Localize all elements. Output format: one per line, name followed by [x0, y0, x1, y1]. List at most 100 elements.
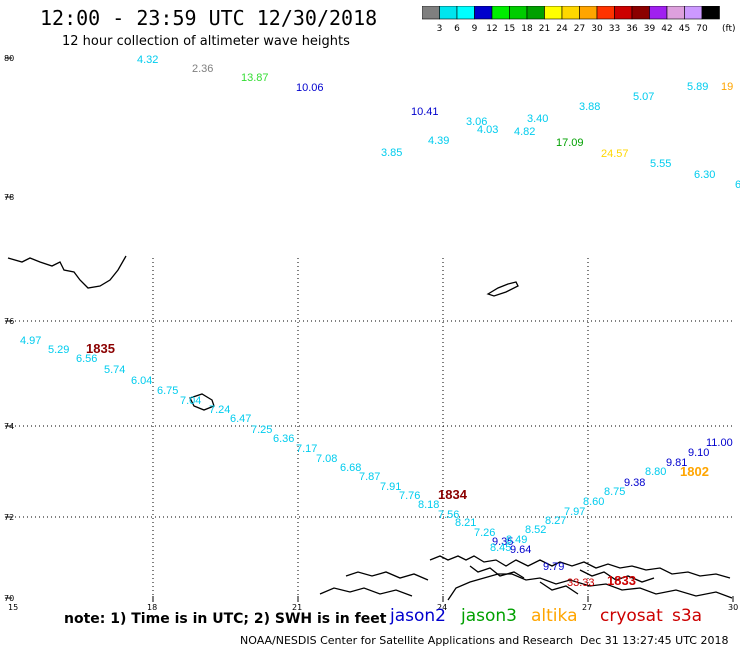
- map-subtitle: 12 hour collection of altimeter wave hei…: [62, 34, 350, 49]
- x-tick-label: 18: [147, 603, 157, 612]
- wave-height-label: 8.45: [490, 542, 511, 554]
- satellite-legend-jason2: jason2: [390, 606, 446, 626]
- legend-unit-label: (ft): [722, 24, 736, 34]
- wave-height-label: 8.52: [525, 524, 546, 536]
- wave-height-label: 9.38: [624, 477, 645, 489]
- wave-height-label: 7.04: [180, 395, 201, 407]
- legend-tick-label: 33: [609, 24, 620, 34]
- wave-height-label: 4.82: [514, 126, 535, 138]
- wave-height-label: 4.39: [428, 135, 449, 147]
- wave-height-label: 4.32: [137, 54, 158, 66]
- legend-tick-label: 30: [591, 24, 603, 34]
- x-tick-label: 15: [8, 603, 18, 612]
- greenland-coast: [7, 255, 127, 289]
- wave-height-label: 6.30: [694, 169, 715, 181]
- wave-height-label: 11.00: [706, 437, 733, 449]
- wave-height-label: 8.60: [583, 496, 604, 508]
- wave-height-label: 3.88: [579, 101, 600, 113]
- x-tick-label: 24: [437, 603, 447, 612]
- wave-height-label: 10.06: [296, 82, 324, 94]
- satellite-legend-altika: altika: [531, 606, 578, 626]
- wave-height-label: 3.85: [381, 147, 402, 159]
- wave-height-label: 8.75: [604, 486, 625, 498]
- generation-timestamp: Dec 31 13:27:45 UTC 2018: [580, 634, 729, 647]
- legend-tick-label: 18: [521, 24, 533, 34]
- wave-height-observations: 4.32 2.36 13.87 10.06 10.41 3.064.03 3.404.82 3…: [20, 54, 740, 589]
- legend-tick-label: 9: [472, 24, 478, 34]
- y-tick-label: 78: [4, 193, 14, 202]
- grid-lines: [15, 258, 735, 600]
- legend-tick-label: 39: [644, 24, 656, 34]
- legend-tick-label: 42: [661, 24, 672, 34]
- wave-height-label: 19: [721, 81, 733, 93]
- wave-height-label: 4.03: [477, 124, 498, 136]
- legend-tick-label: 24: [556, 24, 568, 34]
- scandinavia-coast: [429, 555, 731, 579]
- y-tick-label: 80: [4, 54, 14, 63]
- wave-height-label: 5.55: [650, 158, 671, 170]
- wave-height-label: 7.08: [316, 453, 337, 465]
- wave-height-label: 7.17: [296, 443, 317, 455]
- wave-height-label: 7.56: [438, 509, 459, 521]
- satellite-legend-jason3: jason3: [461, 606, 517, 626]
- map-title: 12:00 - 23:59 UTC 12/30/2018: [40, 6, 378, 30]
- wave-height-label: 5.07: [633, 91, 654, 103]
- wave-height-label: 6.36: [273, 433, 294, 445]
- wave-height-label: 10.41: [411, 106, 439, 118]
- wave-height-label: 5.29: [48, 344, 69, 356]
- fjord-detail-2: [579, 569, 655, 583]
- fjord-detail-5: [319, 587, 413, 597]
- wave-height-label: 6.68: [340, 462, 361, 474]
- wave-height-label: 3.06: [466, 116, 487, 128]
- y-tick-label: 70: [4, 594, 14, 603]
- wave-height-label: 8.18: [418, 499, 439, 511]
- wave-height-label: 3.40: [527, 113, 548, 125]
- y-tick-label: 76: [4, 317, 14, 326]
- wave-height-label: 9.35: [492, 536, 513, 548]
- y-tick-label: 72: [4, 513, 14, 522]
- legend-tick-label: 21: [539, 24, 550, 34]
- wave-height-label: 9.81: [666, 457, 687, 469]
- wave-height-label: 7.97: [564, 506, 585, 518]
- wave-height-label: 33.33: [567, 577, 595, 589]
- wave-height-label: 2.36: [192, 63, 213, 75]
- wave-height-label: 6.47: [230, 413, 251, 425]
- units-note: note: 1) Time is in UTC; 2) SWH is in fe…: [64, 611, 387, 627]
- norway-coast-inner: [447, 573, 733, 601]
- wave-height-label: 13.87: [241, 72, 269, 84]
- wave-height-label: 24.57: [601, 148, 629, 160]
- wave-height-label: 9.10: [688, 447, 709, 459]
- coastlines: [7, 255, 733, 601]
- wave-height-label: 8.80: [645, 466, 666, 478]
- legend-tick-label: 45: [679, 24, 690, 34]
- legend-tick-label: 15: [504, 24, 515, 34]
- wave-height-label: 8.49: [506, 534, 527, 546]
- wave-height-color-legend: 3 6 9 12 15 18 21 24 27 30 33 36 39 42 45 70 (ft): [422, 6, 736, 34]
- x-tick-label: 21: [292, 603, 302, 612]
- y-tick-labels: 80 78 76 74 72 70: [4, 54, 14, 603]
- wave-height-label: 7.24: [209, 404, 230, 416]
- fjord-detail-3: [539, 581, 579, 595]
- wave-height-label: 6.04: [131, 375, 152, 387]
- wave-height-label: 7.25: [251, 424, 272, 436]
- legend-tick-label: 70: [696, 24, 708, 34]
- wave-height-label: 6.75: [157, 385, 178, 397]
- legend-tick-label: 3: [437, 24, 443, 34]
- x-tick-label: 30: [728, 603, 738, 612]
- wave-height-label: 7.76: [399, 490, 420, 502]
- x-tick-label: 27: [582, 603, 592, 612]
- fjord-detail-4: [345, 571, 429, 581]
- pass-time-label: 1802: [680, 464, 709, 479]
- wave-height-label: 7.91: [380, 481, 401, 493]
- legend-tick-label: 12: [486, 24, 497, 34]
- wave-height-label: 9.79: [543, 561, 564, 573]
- wave-height-label: 17.09: [556, 137, 584, 149]
- jan-mayen-island: [486, 281, 519, 297]
- y-tick-label: 74: [4, 422, 14, 431]
- legend-color-swatch: [701, 6, 720, 20]
- wave-height-label: 7.26: [474, 527, 495, 539]
- legend-tick-label: 27: [574, 24, 585, 34]
- x-tick-labels: 15 18 21 24 27 30: [8, 603, 738, 612]
- pass-time-label: 1834: [438, 487, 468, 502]
